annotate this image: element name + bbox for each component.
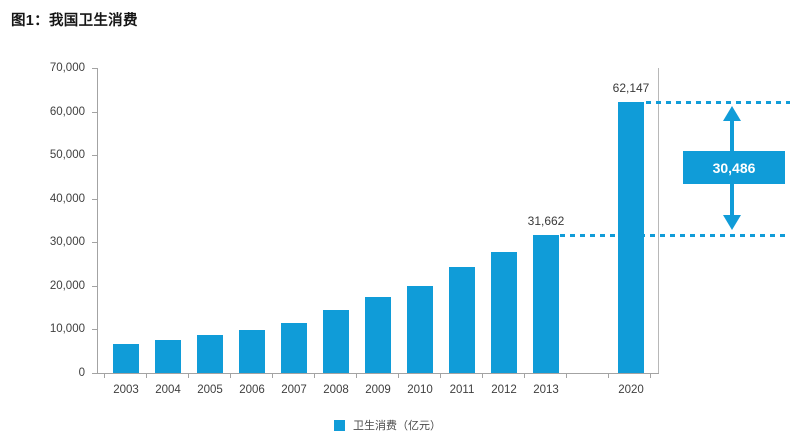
x-axis-tick: [566, 374, 567, 378]
y-axis-tick: [92, 68, 97, 69]
x-axis-tick: [188, 374, 189, 378]
x-axis-tick: [398, 374, 399, 378]
y-axis-tick: [92, 111, 97, 113]
x-axis-label-2013: 2013: [533, 384, 559, 396]
x-axis-tick: [650, 374, 651, 378]
data-label-2013: 31,662: [527, 214, 565, 229]
x-axis-tick: [524, 374, 525, 378]
plot-right-border: [658, 68, 659, 373]
difference-arrow-up-icon: [723, 106, 741, 122]
y-axis-label: 0: [78, 367, 85, 379]
y-axis-line: [97, 68, 98, 373]
x-axis-label-2011: 2011: [449, 384, 475, 396]
difference-value-box: 30,486: [683, 151, 785, 184]
x-axis-tick: [608, 374, 609, 378]
chart-title: 图1：我国卫生消费: [11, 13, 138, 29]
x-axis-tick: [104, 374, 105, 378]
bar-2004: [155, 339, 181, 373]
bar-2008: [323, 309, 349, 373]
y-axis-tick: [92, 242, 97, 244]
bar-2010: [407, 285, 433, 373]
x-axis-label-2005: 2005: [197, 384, 223, 396]
y-axis-tick: [92, 155, 97, 157]
x-axis-tick: [356, 374, 357, 378]
bar-2011: [449, 266, 475, 373]
x-axis-label-2010: 2010: [407, 384, 433, 396]
bar-2009: [365, 296, 391, 373]
x-axis-label-2009: 2009: [365, 384, 391, 396]
bar-2007: [281, 322, 307, 373]
difference-arrow-down-icon: [723, 215, 741, 231]
x-axis-label-2006: 2006: [239, 384, 265, 396]
y-axis-label: 20,000: [49, 279, 85, 292]
x-axis-label-2004: 2004: [155, 384, 181, 396]
y-axis-label: 50,000: [49, 149, 85, 162]
bar-2013: [533, 235, 559, 373]
legend-swatch-health-consumption: [334, 419, 345, 431]
bar-2006: [239, 330, 265, 373]
y-axis-tick: [92, 198, 97, 200]
x-axis-label-2007: 2007: [281, 384, 307, 396]
bar-2005: [197, 335, 223, 373]
y-axis-label: 70,000: [49, 62, 85, 74]
x-axis-tick: [314, 374, 315, 378]
x-axis-tick: [230, 374, 231, 378]
reference-dash-line-high: [646, 101, 790, 105]
y-axis-label: 40,000: [49, 192, 85, 205]
x-axis-label-2003: 2003: [113, 384, 139, 396]
bar-2020: [618, 102, 644, 373]
y-axis-label: 60,000: [49, 105, 85, 118]
bar-2003: [113, 344, 139, 373]
y-axis-tick: [92, 329, 97, 331]
bar-2012: [491, 251, 517, 373]
data-label-2020: 62,147: [612, 81, 650, 96]
x-axis-tick: [440, 374, 441, 378]
x-axis-tick: [146, 374, 147, 378]
x-axis-tick: [482, 374, 483, 378]
legend-label-health-consumption: 卫生消费（亿元）: [353, 420, 441, 432]
y-axis-label: 10,000: [49, 323, 85, 336]
x-axis-tick: [272, 374, 273, 378]
x-axis-line: [97, 373, 659, 374]
y-axis-label: 30,000: [49, 236, 85, 249]
x-axis-label-2020: 2020: [618, 384, 644, 396]
y-axis-tick: [92, 285, 97, 287]
x-axis-label-2012: 2012: [491, 384, 517, 396]
y-axis-tick: [92, 373, 97, 374]
reference-dash-line-low: [560, 234, 790, 238]
x-axis-label-2008: 2008: [323, 384, 349, 396]
legend: 卫生消费（亿元）: [97, 417, 678, 433]
